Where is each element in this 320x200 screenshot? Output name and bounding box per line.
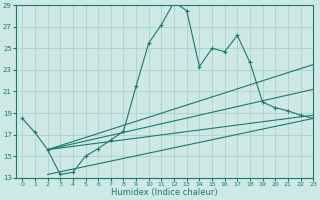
X-axis label: Humidex (Indice chaleur): Humidex (Indice chaleur) <box>111 188 218 197</box>
